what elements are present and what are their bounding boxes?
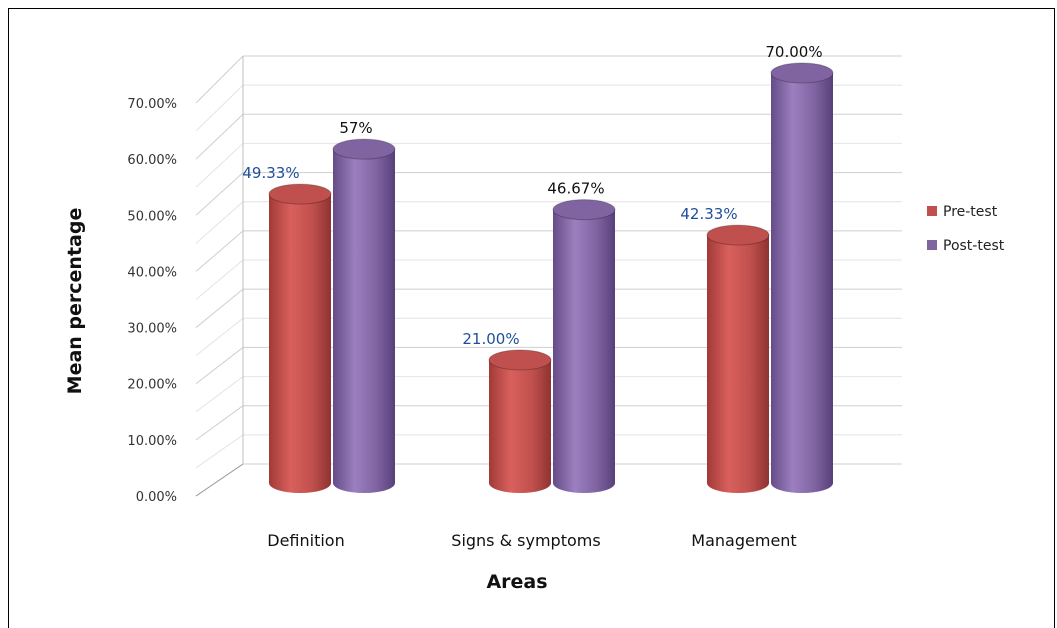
gridline-side xyxy=(195,172,244,216)
bar-post-test xyxy=(770,62,834,493)
gridline-side xyxy=(195,288,244,328)
gridline-side xyxy=(195,434,244,469)
bar-post-test xyxy=(552,199,616,493)
gridline-side xyxy=(195,347,244,385)
bar-body xyxy=(771,73,833,493)
legend: Pre-test Post-test xyxy=(927,204,1005,254)
gridline-side xyxy=(195,259,244,300)
legend-label: Pre-test xyxy=(943,204,998,220)
legend-label: Post-test xyxy=(943,238,1005,254)
bar-top xyxy=(268,183,332,205)
x-category-label: Definition xyxy=(267,531,344,550)
bar-body xyxy=(333,149,395,493)
bar-top xyxy=(770,62,834,84)
gridline-side xyxy=(195,376,244,413)
bars xyxy=(268,62,834,493)
y-tick-label: 60.00% xyxy=(127,153,177,168)
gridline-side xyxy=(195,201,244,244)
y-axis-ticks: 0.00% 10.00% 20.00% 30.00% 40.00% 50.00% 60.00… xyxy=(127,97,177,505)
data-label: 70.00% xyxy=(765,43,822,61)
gridline-side xyxy=(195,113,244,160)
bar-top xyxy=(706,224,770,246)
gridline-side xyxy=(195,143,244,188)
y-tick-label: 40.00% xyxy=(127,265,177,280)
bar-top xyxy=(332,138,396,160)
legend-swatch xyxy=(927,206,937,216)
bar-body xyxy=(269,194,331,493)
bar-body xyxy=(553,209,615,493)
bar-body xyxy=(489,360,551,493)
bar-pre-test xyxy=(268,183,332,493)
data-label: 42.33% xyxy=(680,205,737,223)
gridline-side xyxy=(195,84,244,132)
data-label: 46.67% xyxy=(547,180,604,198)
bar-post-test xyxy=(332,138,396,493)
gridline-side xyxy=(195,230,244,272)
x-category-label: Signs & symptoms xyxy=(451,531,600,550)
legend-swatch xyxy=(927,240,937,250)
chart-frame: 0.00% 10.00% 20.00% 30.00% 40.00% 50.00% 60.00… xyxy=(8,8,1055,628)
bar-body xyxy=(707,235,769,493)
bar-chart: 0.00% 10.00% 20.00% 30.00% 40.00% 50.00% 60.00… xyxy=(64,43,1005,593)
y-tick-label: 0.00% xyxy=(136,490,177,505)
y-tick-label: 50.00% xyxy=(127,209,177,224)
data-label: 49.33% xyxy=(242,164,299,182)
data-label: 57% xyxy=(339,119,372,137)
gridline-side xyxy=(195,405,244,441)
bar-top xyxy=(488,349,552,371)
x-axis-categories: Definition Signs & symptoms Management xyxy=(267,531,796,550)
y-tick-label: 10.00% xyxy=(127,434,177,449)
gridline-side xyxy=(195,317,244,357)
bar-pre-test xyxy=(488,349,552,493)
bar-top xyxy=(552,199,616,221)
x-category-label: Management xyxy=(691,531,796,550)
gridline-side xyxy=(195,55,244,104)
y-axis-title: Mean percentage xyxy=(64,208,86,395)
y-tick-label: 30.00% xyxy=(127,322,177,337)
floor-edge xyxy=(195,463,244,497)
bar-pre-test xyxy=(706,224,770,493)
data-labels: 49.33% 57% 21.00% 46.67% 42.33% 70.00% xyxy=(242,43,822,348)
data-label: 21.00% xyxy=(462,330,519,348)
y-tick-label: 70.00% xyxy=(127,97,177,112)
y-tick-label: 20.00% xyxy=(127,378,177,393)
x-axis-title: Areas xyxy=(486,571,547,593)
